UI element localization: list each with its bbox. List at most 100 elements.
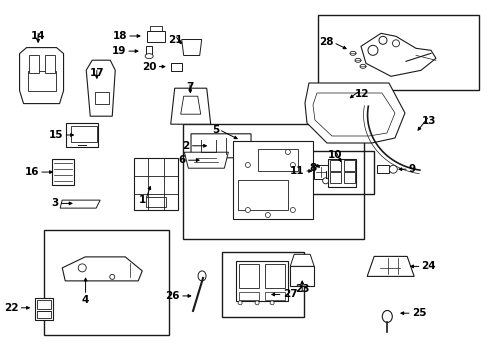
Ellipse shape [349, 51, 355, 55]
Bar [146, 46, 152, 55]
Text: 7: 7 [185, 82, 193, 92]
Bar [37, 311, 51, 318]
Bar [327, 159, 356, 187]
Ellipse shape [285, 149, 290, 154]
Text: 28: 28 [318, 37, 333, 48]
Polygon shape [170, 88, 210, 124]
Polygon shape [20, 48, 63, 104]
Text: 15: 15 [49, 130, 63, 140]
Polygon shape [191, 134, 250, 158]
Ellipse shape [354, 58, 360, 62]
Text: 20: 20 [142, 62, 156, 72]
Bar [170, 63, 181, 71]
Bar [313, 165, 327, 179]
Ellipse shape [378, 36, 386, 44]
Text: 1: 1 [138, 195, 145, 205]
Ellipse shape [78, 264, 86, 272]
Bar [343, 172, 354, 183]
Bar [236, 261, 287, 301]
Bar [35, 298, 53, 320]
Ellipse shape [290, 162, 295, 167]
Ellipse shape [322, 178, 328, 184]
Polygon shape [62, 257, 142, 281]
Ellipse shape [145, 54, 153, 59]
Text: 18: 18 [112, 31, 127, 41]
Text: 13: 13 [421, 116, 436, 126]
Text: 27: 27 [282, 289, 297, 300]
Text: 11: 11 [289, 166, 304, 176]
Text: 16: 16 [24, 167, 39, 177]
Bar [311, 151, 373, 194]
Polygon shape [366, 256, 413, 276]
Bar [146, 31, 164, 41]
Text: 24: 24 [421, 261, 435, 271]
Bar [239, 292, 259, 300]
Ellipse shape [359, 64, 365, 68]
Polygon shape [181, 96, 200, 114]
Text: 22: 22 [4, 303, 19, 313]
Bar [329, 160, 340, 171]
Text: 14: 14 [31, 31, 45, 41]
Bar [52, 159, 73, 185]
Bar [237, 180, 287, 210]
Ellipse shape [109, 274, 115, 279]
Ellipse shape [245, 207, 250, 212]
Bar [183, 124, 364, 239]
Text: 25: 25 [411, 308, 426, 318]
Bar [257, 149, 297, 171]
Text: 8: 8 [309, 163, 316, 173]
Ellipse shape [388, 165, 396, 173]
Text: 2: 2 [182, 141, 189, 151]
Polygon shape [60, 200, 100, 208]
Bar [222, 252, 304, 317]
Bar [329, 172, 340, 183]
Bar [37, 300, 51, 309]
Bar [289, 266, 314, 286]
Bar [27, 71, 56, 91]
Bar [264, 292, 285, 300]
Text: 21: 21 [167, 35, 182, 45]
Text: 12: 12 [354, 89, 368, 99]
Ellipse shape [382, 310, 391, 323]
Bar [343, 160, 354, 171]
Polygon shape [184, 152, 228, 168]
Polygon shape [312, 93, 394, 136]
Bar [95, 92, 109, 104]
Text: 10: 10 [327, 150, 342, 161]
Text: 3: 3 [51, 198, 59, 208]
Text: 9: 9 [408, 164, 415, 174]
Text: 6: 6 [178, 155, 185, 165]
Polygon shape [182, 40, 201, 55]
Text: 17: 17 [89, 68, 104, 78]
Ellipse shape [269, 301, 274, 305]
Text: 19: 19 [112, 46, 126, 56]
Ellipse shape [245, 162, 250, 167]
Text: 26: 26 [165, 291, 180, 301]
Bar [44, 55, 55, 73]
Bar [232, 141, 312, 219]
Polygon shape [360, 33, 435, 76]
Polygon shape [86, 60, 115, 116]
Text: 23: 23 [294, 284, 309, 294]
Text: 4: 4 [81, 295, 89, 305]
Bar [317, 15, 478, 90]
Bar [264, 264, 285, 288]
Text: 5: 5 [211, 125, 219, 135]
Ellipse shape [198, 271, 205, 281]
Bar [44, 230, 168, 335]
Bar [71, 126, 97, 142]
Bar [133, 158, 177, 210]
Ellipse shape [367, 45, 377, 55]
Ellipse shape [265, 212, 270, 217]
Bar [66, 123, 98, 147]
Bar [239, 264, 259, 288]
Ellipse shape [290, 207, 295, 212]
Bar [377, 165, 388, 173]
Ellipse shape [255, 301, 259, 305]
Bar [28, 55, 39, 73]
Polygon shape [289, 254, 314, 266]
Ellipse shape [238, 301, 242, 305]
Polygon shape [305, 83, 404, 143]
Ellipse shape [392, 40, 399, 47]
Bar [145, 197, 165, 207]
